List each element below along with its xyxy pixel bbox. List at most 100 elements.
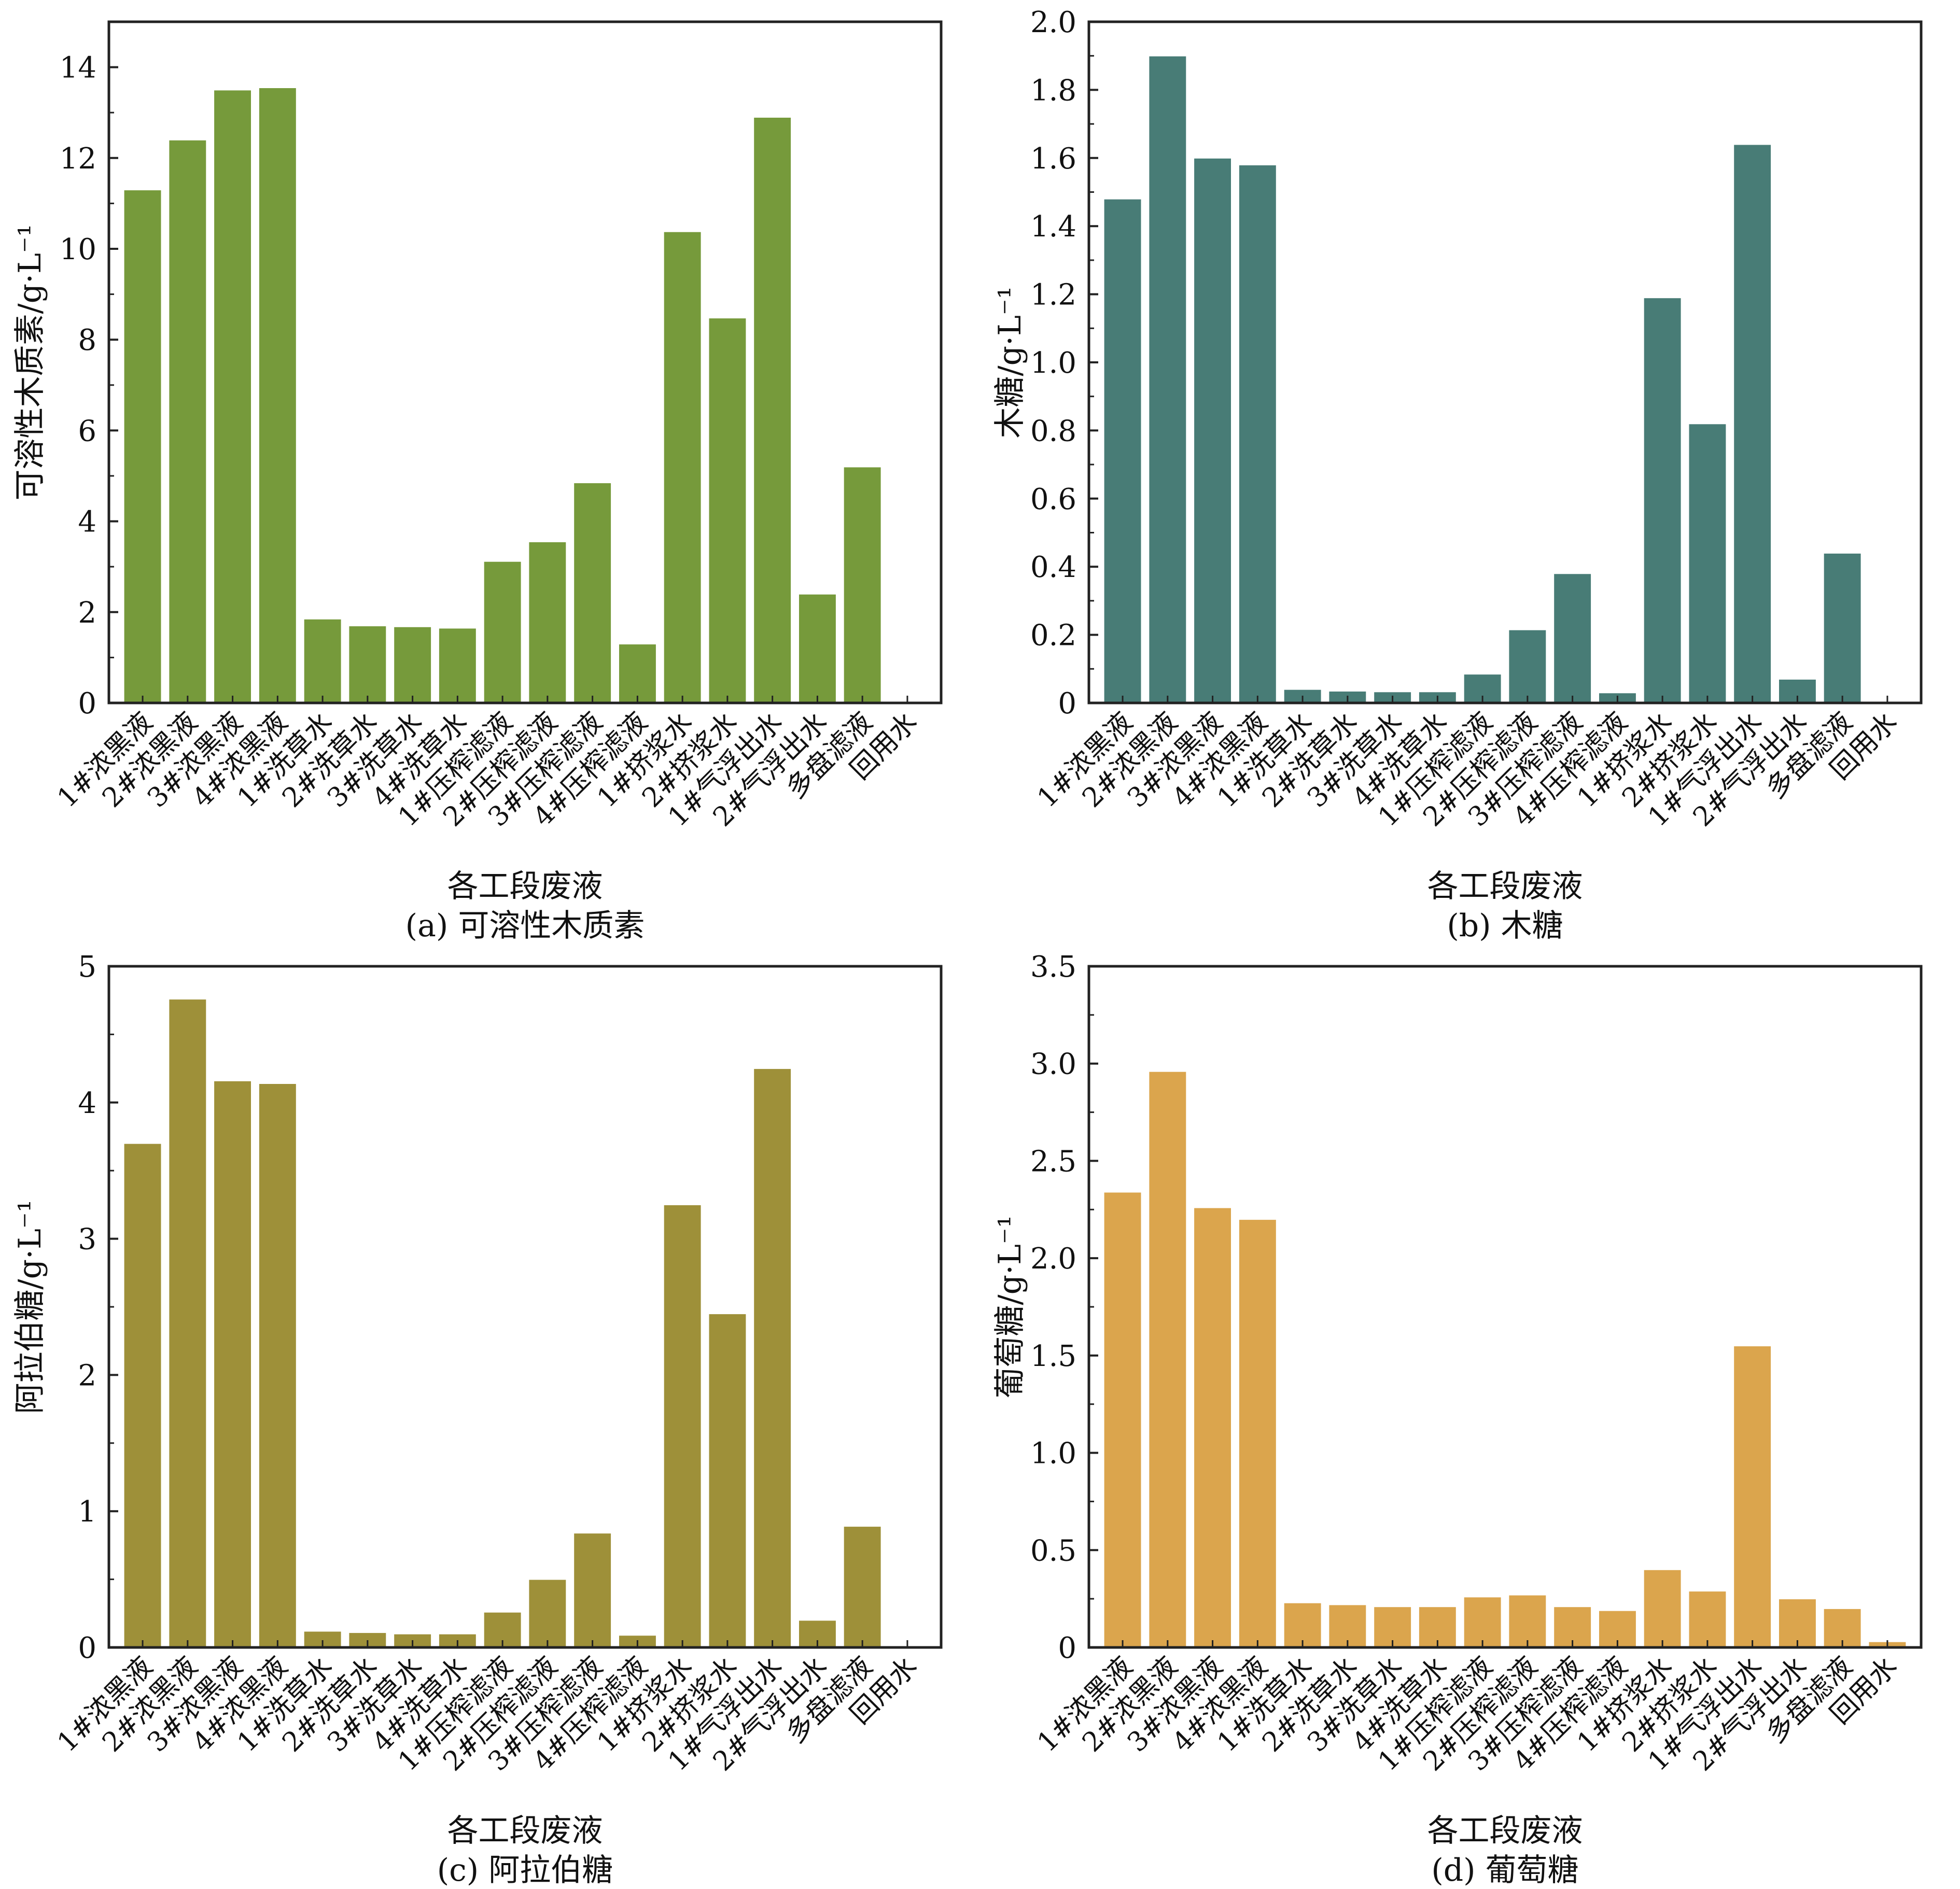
bar-4: [1238, 164, 1277, 703]
bar-10: [528, 1578, 567, 1648]
y-tick-label: 1: [78, 1495, 96, 1529]
y-tick-label: 0.8: [1030, 414, 1076, 448]
bar-4: [1238, 1219, 1277, 1648]
y-tick-label: 4: [78, 505, 96, 539]
bar-16: [798, 593, 837, 704]
plot-frame: [107, 20, 943, 704]
y-tick-label: 2: [78, 1359, 96, 1392]
x-axis: 1#浓黑液2#浓黑液3#浓黑液4#浓黑液1#洗草水2#洗草水3#洗草水4#洗草水…: [51, 1640, 923, 1777]
bar-9: [483, 560, 522, 703]
bar-8: [438, 627, 477, 703]
bar-6: [348, 625, 387, 703]
bar-3: [1193, 1207, 1233, 1648]
bar-11: [573, 482, 612, 703]
bars: [1103, 55, 1907, 704]
bar-13: [1643, 297, 1682, 703]
y-tick-label: 0.5: [1030, 1534, 1076, 1568]
bar-15: [1733, 1345, 1772, 1648]
x-axis-title: 各工段废液: [447, 868, 603, 905]
bar-15: [753, 1068, 792, 1648]
y-tick-label: 4: [78, 1087, 96, 1120]
y-tick-label: 0.6: [1030, 483, 1076, 516]
bars: [1103, 1070, 1907, 1648]
bar-12: [618, 643, 657, 703]
y-axis: 0 0.2 0.4 0.6 0.8 1.0 1.2 1.4 1.6 1.8 2.0: [1030, 6, 1098, 721]
chart-panel-b: 0 0.2 0.4 0.6 0.8 1.0 1.2 1.4 1.6 1.8 2.0 1#浓黑液 2#浓黑…: [980, 0, 1960, 944]
y-axis: 0 0.5 1.0 1.5 2.0 2.5 3.0 3.5: [1030, 950, 1098, 1665]
bar-14: [1688, 1590, 1727, 1648]
bar-13: [663, 231, 702, 703]
y-tick-label: 14: [60, 51, 96, 85]
y-axis: 0 1 2 3 4 5: [78, 950, 118, 1665]
y-tick-label: 1.4: [1030, 210, 1076, 244]
bar-15: [753, 117, 792, 703]
y-axis-title: 葡萄糖/g·L⁻¹: [992, 1215, 1028, 1398]
x-axis: 1#浓黑液2#浓黑液3#浓黑液4#浓黑液1#洗草水2#洗草水3#洗草水4#洗草水…: [1031, 696, 1903, 833]
bar-10: [1508, 1594, 1547, 1648]
y-tick-label: 1.2: [1030, 278, 1076, 312]
x-axis-title: 各工段废液: [447, 1813, 603, 1849]
y-tick-label: 0: [1058, 687, 1076, 721]
y-tick-label: 12: [60, 142, 96, 176]
bar-1: [123, 1143, 162, 1648]
bars: [123, 87, 927, 704]
bar-9: [1463, 1596, 1502, 1648]
y-axis: 0 2 4 6 8 10 12 14: [60, 51, 118, 721]
y-tick-label: 1.6: [1030, 142, 1076, 176]
bar-13: [1643, 1569, 1682, 1648]
y-tick-label: 3: [78, 1223, 96, 1257]
bar-11: [573, 1532, 612, 1648]
chart-caption: (d) 葡萄糖: [1431, 1852, 1578, 1888]
y-tick-label: 1.0: [1030, 1437, 1076, 1471]
x-axis: 1#浓黑液2#浓黑液3#浓黑液4#浓黑液1#洗草水2#洗草水3#洗草水4#洗草水…: [51, 696, 923, 833]
y-tick-label: 10: [60, 233, 96, 266]
y-tick-label: 0.4: [1030, 551, 1076, 584]
bar-16: [1778, 1598, 1817, 1648]
chart-caption: (a) 可溶性木质素: [405, 908, 645, 944]
bar-4: [258, 1083, 297, 1648]
y-axis-title: 可溶性木质素/g·L⁻¹: [12, 224, 48, 500]
chart-caption: (b) 木糖: [1447, 908, 1563, 944]
x-axis: 1#浓黑液2#浓黑液3#浓黑液4#浓黑液1#洗草水2#洗草水3#洗草水4#洗草水…: [1031, 1640, 1903, 1777]
bars: [123, 998, 927, 1648]
bar-11: [1553, 573, 1592, 704]
x-axis-title: 各工段废液: [1427, 1813, 1583, 1849]
bar-14: [708, 317, 747, 703]
bar-17: [843, 1526, 882, 1648]
bar-2: [1148, 1070, 1187, 1648]
chart-panel-a: 0 2 4 6 8 10 12 14 1#浓黑液 2#浓黑液 3#浓黑液 4#浓黑液 1#洗草水 2#洗草…: [0, 0, 980, 944]
y-tick-label: 0: [78, 687, 96, 721]
bar-4: [258, 87, 297, 703]
bar-5: [303, 618, 342, 704]
y-tick-label: 2.0: [1030, 1242, 1076, 1276]
y-axis-title: 木糖/g·L⁻¹: [992, 286, 1028, 438]
bar-1: [123, 189, 162, 704]
bar-2: [168, 139, 207, 703]
y-tick-label: 2.5: [1030, 1145, 1076, 1178]
y-tick-label: 8: [78, 323, 96, 357]
y-tick-label: 1.0: [1030, 346, 1076, 380]
bar-10: [1508, 629, 1547, 703]
chart-panel-d: 0 0.5 1.0 1.5 2.0 2.5 3.0 3.5 1#浓黑液 2#浓黑液 3#浓黑液 4#浓…: [980, 944, 1960, 1889]
y-tick-label: 1.5: [1030, 1340, 1076, 1373]
bar-2: [168, 998, 207, 1648]
bar-1: [1103, 1191, 1142, 1648]
x-axis-title: 各工段废液: [1427, 868, 1583, 905]
y-tick-label: 5: [78, 950, 96, 984]
bar-13: [663, 1204, 702, 1648]
y-tick-label: 0.2: [1030, 619, 1076, 653]
y-tick-label: 0: [1058, 1631, 1076, 1665]
y-tick-label: 2: [78, 596, 96, 630]
bar-14: [1688, 423, 1727, 703]
bar-2: [1148, 55, 1187, 704]
y-tick-label: 3.5: [1030, 950, 1076, 984]
bar-14: [708, 1313, 747, 1648]
chart-c: 0 1 2 3 4 5 1#浓黑液2#浓黑液3#浓黑液4#浓黑液1#洗草水2#洗草水3#洗草…: [12, 950, 943, 1888]
bar-3: [1193, 157, 1233, 703]
chart-d: 0 0.5 1.0 1.5 2.0 2.5 3.0 3.5 1#浓黑液2#浓黑液3#浓黑液4#浓…: [992, 950, 1923, 1888]
y-axis-title: 阿拉伯糖/g·L⁻¹: [12, 1200, 48, 1414]
bar-17: [1823, 552, 1862, 704]
bar-1: [1103, 198, 1142, 704]
chart-a: 0 2 4 6 8 10 12 14 1#浓黑液2#浓黑液3#浓黑液4#浓黑液1#洗草水2#洗草…: [12, 20, 943, 944]
y-tick-label: 2.0: [1030, 6, 1076, 39]
